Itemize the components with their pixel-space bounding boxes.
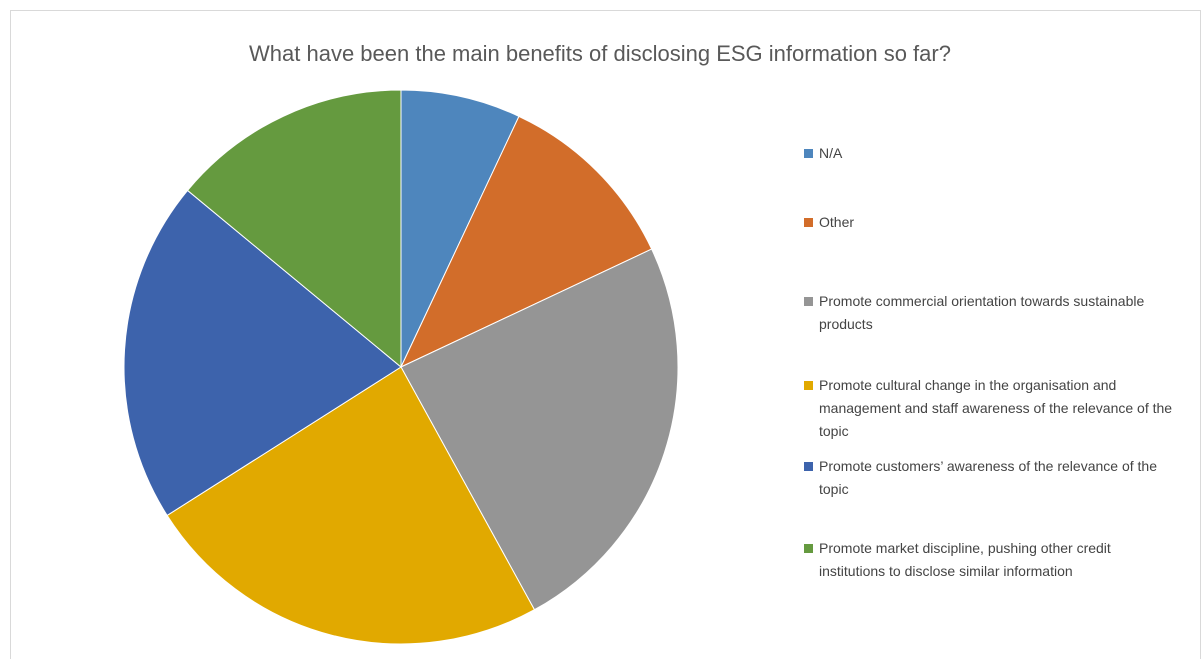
legend-item: Other xyxy=(804,211,1174,234)
legend-label: Promote cultural change in the organisat… xyxy=(819,377,1173,439)
pie-slice xyxy=(400,89,520,368)
legend-swatch xyxy=(804,218,813,227)
pie-slice xyxy=(186,89,402,369)
legend-item: Promote customers’ awareness of the rele… xyxy=(804,455,1174,501)
legend-item: Promote commercial orientation towards s… xyxy=(804,290,1174,336)
legend-label: N/A xyxy=(819,145,843,161)
legend-swatch xyxy=(804,149,813,158)
legend-swatch xyxy=(804,297,813,306)
legend-label: Other xyxy=(819,214,855,230)
legend-swatch xyxy=(804,544,813,553)
legend-swatch xyxy=(804,381,813,390)
pie-slice xyxy=(399,115,653,369)
legend-label: Promote commercial orientation towards s… xyxy=(819,293,1145,332)
legend-item: N/A xyxy=(804,142,1174,165)
legend-label: Promote market discipline, pushing other… xyxy=(819,540,1111,579)
pie-slice xyxy=(400,248,679,611)
pie-slice xyxy=(166,366,536,645)
pie-slice xyxy=(123,189,402,517)
legend-item: Promote market discipline, pushing other… xyxy=(804,537,1174,583)
legend-item: Promote cultural change in the organisat… xyxy=(804,374,1174,443)
legend-label: Promote customers’ awareness of the rele… xyxy=(819,458,1157,497)
legend-swatch xyxy=(804,462,813,471)
chart-border xyxy=(10,10,1201,659)
chart-title: What have been the main benefits of disc… xyxy=(249,41,951,66)
